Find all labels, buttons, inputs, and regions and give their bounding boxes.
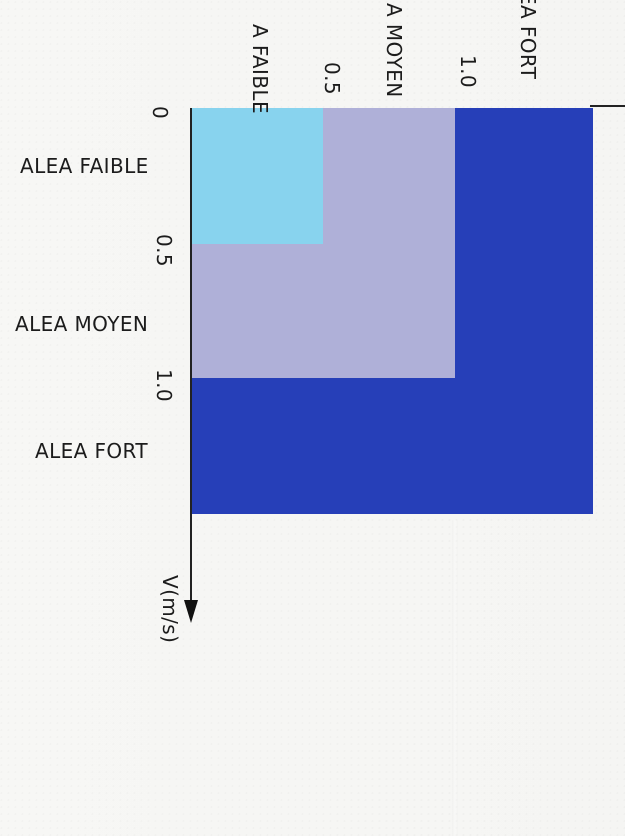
- velocity-tick-label-1-0: 1.0: [152, 369, 176, 403]
- top-tick-label-1-0: 1.0: [456, 55, 480, 89]
- top-tick-label-0-5: 0.5: [320, 62, 344, 96]
- top-class-label-strong: EA FORT: [516, 0, 540, 80]
- velocity-class-label-strong: ALEA FORT: [35, 439, 149, 463]
- paper-fold-line: [452, 520, 458, 836]
- velocity-class-label-medium: ALEA MOYEN: [15, 312, 149, 336]
- top-class-label-weak: A FAIBLE: [248, 24, 272, 114]
- velocity-axis-arrow-icon: [184, 600, 198, 623]
- velocity-axis-unit: V(m/s): [158, 575, 182, 644]
- velocity-tick-label-0-5: 0.5: [152, 234, 176, 268]
- weak-hazard-zone: [190, 108, 323, 244]
- top-class-label-medium: A MOYEN: [382, 3, 406, 98]
- top-axis-line: [590, 105, 625, 107]
- velocity-tick-label-0: 0: [148, 106, 172, 120]
- velocity-axis-line: [190, 108, 192, 616]
- velocity-class-label-weak: ALEA FAIBLE: [20, 154, 149, 178]
